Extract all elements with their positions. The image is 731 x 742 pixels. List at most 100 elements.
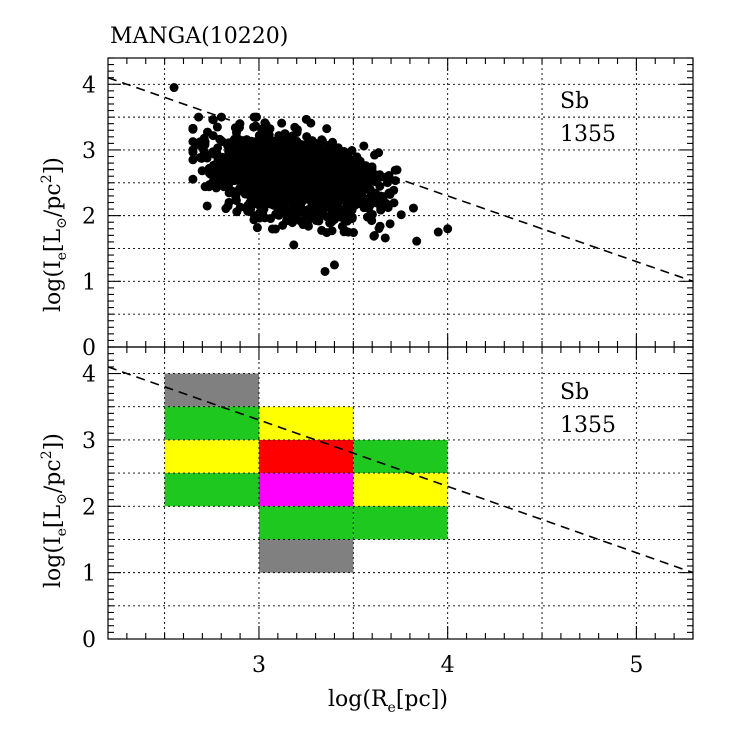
scatter-point: [308, 151, 318, 161]
scatter-point: [200, 182, 210, 192]
xlabel-sub: e: [388, 700, 396, 716]
scatter-point: [254, 178, 264, 188]
scatter-point: [260, 213, 270, 223]
scatter-point: [235, 184, 245, 194]
scatter-point: [204, 163, 214, 173]
scatter-point: [223, 142, 233, 152]
bottom-ytick-label: 2: [82, 495, 96, 520]
x-axis-title: log(Re[pc]): [328, 687, 448, 716]
scatter-point: [211, 174, 221, 184]
top-ylabel-mid: [L: [41, 228, 66, 252]
scatter-point: [202, 201, 212, 211]
scatter-point: [215, 162, 225, 172]
scatter-point: [249, 211, 259, 221]
scatter-point: [261, 120, 271, 130]
scatter-point: [330, 158, 340, 168]
scatter-point: [380, 233, 390, 243]
top-ylabel-sub: e: [54, 252, 70, 260]
scatter-point: [365, 200, 375, 210]
top-y-axis-title: log(Ie[L⊙/pc2]): [39, 157, 70, 312]
scatter-point: [339, 193, 349, 203]
scatter-point: [300, 151, 310, 161]
scatter-point: [357, 167, 367, 177]
heatmap-cell: [353, 506, 448, 540]
top-ytick-label: 3: [82, 139, 96, 164]
scatter-point: [347, 212, 357, 222]
scatter-point: [188, 155, 198, 165]
x-tick-label: 4: [441, 653, 455, 678]
scatter-point: [289, 240, 299, 250]
scatter-point: [374, 223, 384, 233]
scatter-point: [340, 225, 350, 235]
scatter-point: [188, 124, 198, 134]
scatter-point: [203, 127, 213, 137]
scatter-point: [246, 191, 256, 201]
scatter-point: [317, 225, 327, 235]
bottom-ytick-label: 4: [82, 363, 96, 388]
top-ylabel-sup: 2: [39, 174, 55, 183]
scatter-point: [337, 147, 347, 157]
scatter-point: [209, 148, 219, 158]
scatter-point: [305, 169, 315, 179]
scatter-point: [188, 145, 198, 155]
scatter-point: [295, 216, 305, 226]
scatter-point: [248, 143, 258, 153]
scatter-point: [169, 83, 179, 93]
scatter-point: [197, 166, 207, 176]
bottom-y-axis-title: log(Ie[L⊙/pc2]): [39, 433, 70, 588]
scatter-point: [248, 154, 258, 164]
scatter-point: [224, 188, 234, 198]
scatter-point: [347, 191, 357, 201]
scatter-point: [269, 136, 279, 146]
scatter-point: [408, 203, 418, 213]
scatter-point: [320, 266, 330, 276]
scatter-point: [285, 145, 295, 155]
top-reference-line: [107, 76, 694, 283]
scatter-point: [318, 209, 328, 219]
scatter-point: [306, 118, 316, 128]
top-ylabel-tail: /pc: [41, 183, 66, 217]
scatter-point: [396, 210, 406, 220]
bottom-ytick-label: 3: [82, 429, 96, 454]
scatter-point: [231, 128, 241, 138]
bottom-ylabel-main: log(I: [41, 536, 66, 588]
scatter-point: [342, 175, 352, 185]
scatter-point: [443, 224, 453, 234]
scatter-point: [231, 196, 241, 206]
scatter-point: [288, 180, 298, 190]
bottom-ylabel-mid: [L: [41, 504, 66, 528]
top-ticks: [108, 57, 694, 348]
top-ytick-label: 0: [82, 336, 96, 361]
scatter-point: [200, 137, 210, 147]
bottom-x-tick-labels: 3 4 5: [252, 653, 643, 678]
heatmap-cell: [258, 506, 354, 540]
top-dashed-line: [107, 76, 694, 283]
scatter-point: [288, 131, 298, 141]
scatter-point: [292, 204, 302, 214]
bottom-ytick-label: 0: [82, 628, 96, 653]
scatter-point: [269, 200, 279, 210]
scatter-point: [270, 224, 280, 234]
scatter-point: [370, 170, 380, 180]
scatter-point: [277, 196, 287, 206]
scatter-point: [277, 118, 287, 128]
bottom-panel-label-type: Sb: [560, 380, 589, 405]
scatter-point: [251, 169, 261, 179]
scatter-point: [194, 112, 204, 122]
scatter-point: [265, 176, 275, 186]
scatter-point: [324, 203, 334, 213]
scatter-point: [433, 227, 443, 237]
bottom-heatmap-cells: [164, 373, 448, 573]
scatter-point: [369, 192, 379, 202]
scatter-point: [261, 161, 271, 171]
scatter-point: [331, 206, 341, 216]
xlabel-end: [pc]): [396, 687, 448, 712]
heatmap-cell: [258, 473, 354, 507]
scatter-point: [252, 223, 262, 233]
scatter-point: [232, 207, 242, 217]
scatter-point: [365, 184, 375, 194]
scatter-point: [322, 124, 332, 134]
top-panel-label-count: 1355: [560, 122, 616, 147]
top-ylabel-main: log(I: [41, 260, 66, 312]
